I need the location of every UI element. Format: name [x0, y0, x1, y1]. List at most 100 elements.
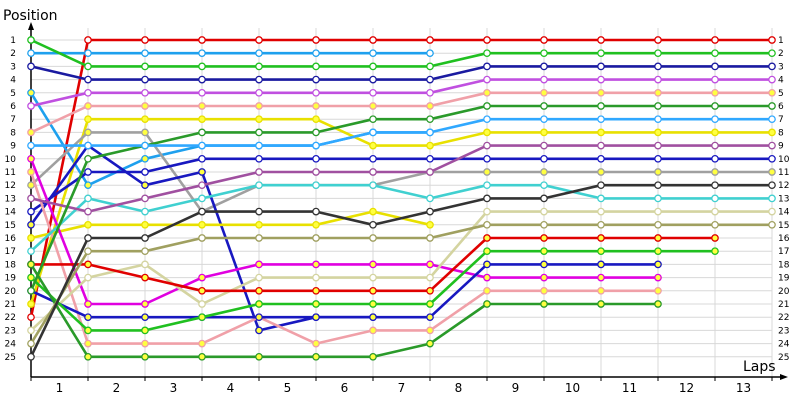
data-point [141, 128, 149, 137]
data-point [711, 75, 719, 84]
y-tick-label: 4 [10, 76, 16, 86]
data-point [711, 220, 719, 229]
data-point [27, 339, 35, 348]
data-point [141, 168, 149, 176]
data-point [255, 207, 263, 216]
data-point [654, 286, 662, 295]
data-point [426, 88, 434, 97]
data-point [540, 62, 548, 71]
data-point [84, 88, 92, 97]
data-point [312, 36, 320, 44]
data-point [312, 234, 320, 242]
data-point [768, 154, 776, 163]
data-point [597, 128, 605, 137]
series-25 [27, 181, 776, 361]
data-point [483, 286, 491, 295]
data-point [84, 207, 92, 216]
data-point [84, 181, 92, 190]
data-point [255, 300, 263, 308]
data-point [597, 234, 605, 242]
data-point [711, 141, 719, 150]
data-point [84, 247, 92, 256]
y-tick-label: 23 [5, 326, 16, 336]
data-point [483, 36, 491, 44]
series-line [29, 170, 660, 345]
series-line [29, 117, 774, 147]
data-point [597, 49, 605, 58]
data-point [84, 128, 92, 137]
series-line [29, 210, 432, 240]
data-point [255, 154, 263, 163]
data-point [597, 286, 605, 295]
x-axis-arrow-icon [780, 374, 788, 380]
data-point [483, 102, 491, 110]
data-point [198, 168, 206, 176]
series-21 [27, 102, 776, 295]
data-point [597, 260, 605, 269]
data-point [27, 326, 35, 335]
data-point [483, 115, 491, 124]
data-point [483, 88, 491, 97]
data-point [141, 75, 149, 84]
data-point [597, 273, 605, 282]
data-point [540, 300, 548, 308]
data-point [369, 128, 377, 137]
y-tick-label: 18 [5, 260, 17, 270]
data-point [84, 154, 92, 163]
data-point [27, 313, 35, 322]
data-point [198, 234, 206, 242]
data-point [27, 260, 35, 269]
data-point [141, 194, 149, 203]
data-point [483, 181, 491, 190]
y-axis-title: Position [3, 8, 58, 24]
data-point [312, 154, 320, 163]
data-point [84, 36, 92, 44]
data-point [654, 102, 662, 110]
data-point [654, 168, 662, 176]
data-point [369, 286, 377, 295]
data-point [369, 75, 377, 84]
data-point [483, 168, 491, 176]
data-point [426, 220, 434, 229]
data-point [198, 352, 206, 361]
data-point [198, 36, 206, 44]
x-tick-label: 7 [398, 381, 406, 395]
data-point [198, 49, 206, 58]
right-tick-label: 13 [778, 194, 789, 204]
data-point [426, 326, 434, 335]
data-point [654, 234, 662, 242]
data-point [768, 36, 776, 44]
series-22 [27, 260, 662, 361]
data-point [768, 62, 776, 71]
y-tick-label: 14 [5, 208, 17, 218]
data-point [483, 300, 491, 308]
data-point [198, 154, 206, 163]
x-tick-label: 13 [736, 381, 751, 395]
data-point [483, 273, 491, 282]
data-point [141, 102, 149, 110]
right-tick-label: 6 [778, 102, 784, 112]
data-point [597, 75, 605, 84]
data-point [483, 49, 491, 58]
axis-layer: Position Laps [3, 8, 788, 380]
data-point [369, 102, 377, 110]
data-point [540, 260, 548, 269]
data-point [654, 141, 662, 150]
data-point [540, 181, 548, 190]
data-point [426, 207, 434, 216]
series-24 [27, 220, 776, 348]
right-tick-label: 1 [778, 36, 784, 46]
data-point [255, 141, 263, 150]
data-point [255, 260, 263, 269]
series-17 [27, 36, 776, 71]
data-point [711, 128, 719, 137]
data-point [426, 75, 434, 84]
data-point [654, 220, 662, 229]
series-line [29, 38, 774, 319]
data-point [312, 260, 320, 269]
data-point [84, 220, 92, 229]
data-point [768, 49, 776, 58]
data-point [540, 115, 548, 124]
y-tick-label: 16 [5, 234, 17, 244]
